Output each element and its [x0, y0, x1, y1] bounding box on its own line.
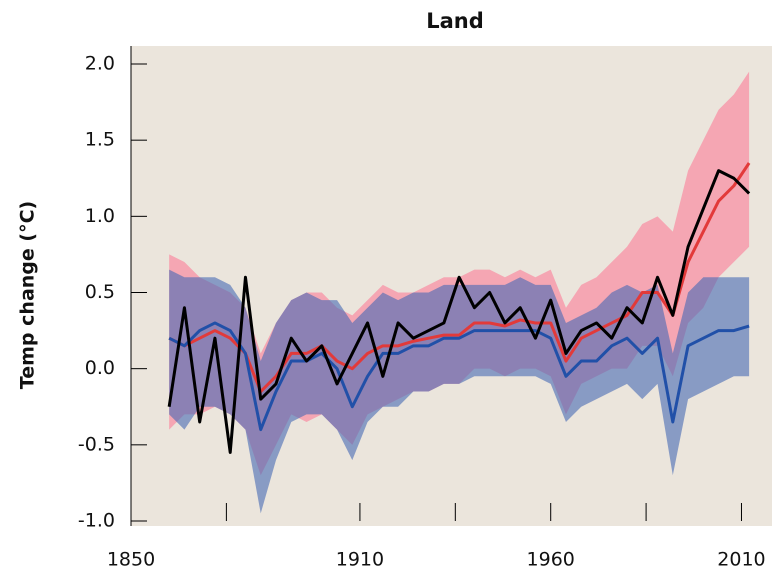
x-tick-label: 1850 [107, 549, 155, 571]
x-tick-label: 1910 [336, 549, 384, 571]
series-line [167, 169, 751, 454]
y-axis-label: Temp change (°C) [17, 201, 39, 389]
y-tick-label: 0.5 [85, 281, 115, 303]
y-tick-label: 1.0 [85, 205, 115, 227]
y-tick-label: 1.5 [85, 129, 115, 151]
y-tick-label: -1.0 [78, 510, 115, 532]
series-line [168, 321, 750, 432]
x-tick-label: 1960 [527, 549, 575, 571]
chart-title: Land [426, 9, 484, 33]
y-tick-label: -0.5 [78, 433, 115, 455]
x-tick-label: 2010 [717, 549, 765, 571]
y-tick-label: 0.0 [85, 357, 115, 379]
y-tick-label: 2.0 [85, 53, 115, 75]
